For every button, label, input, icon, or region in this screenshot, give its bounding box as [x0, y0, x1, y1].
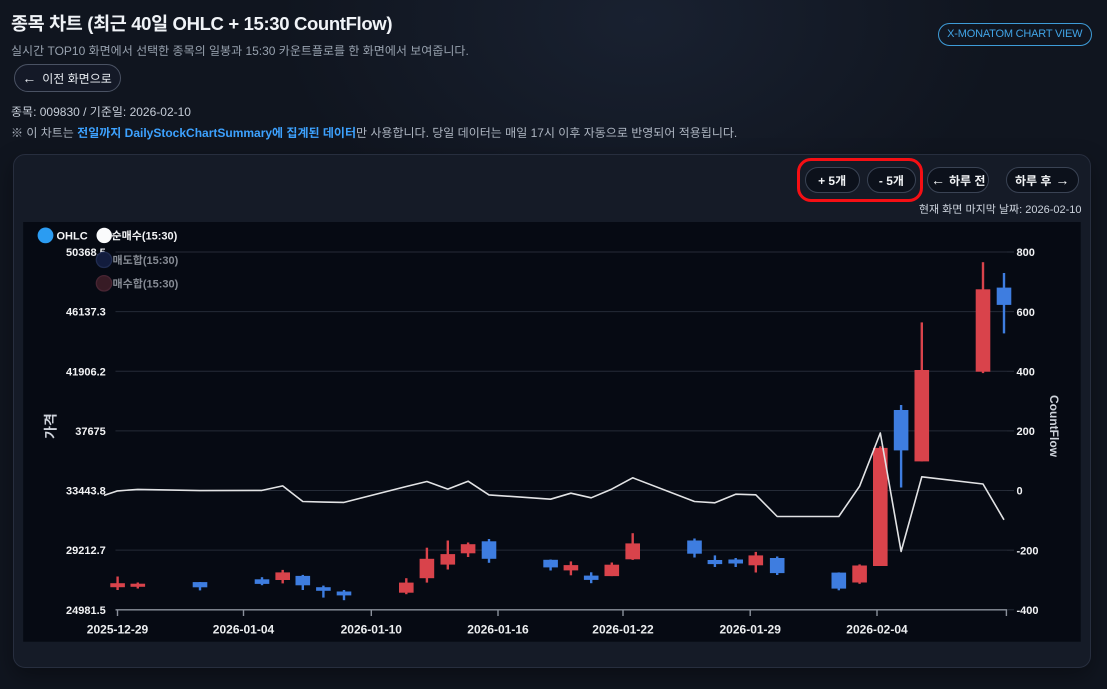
svg-text:CountFlow: CountFlow — [1047, 395, 1061, 458]
svg-text:0: 0 — [1017, 486, 1023, 498]
svg-text:24981.5: 24981.5 — [66, 605, 106, 617]
svg-text:2026-01-16: 2026-01-16 — [467, 623, 529, 637]
svg-text:-400: -400 — [1017, 605, 1039, 617]
svg-text:37675: 37675 — [75, 426, 106, 438]
svg-text:200: 200 — [1017, 426, 1035, 438]
svg-text:50368.5: 50368.5 — [66, 247, 106, 259]
svg-text:가격: 가격 — [42, 413, 58, 439]
svg-text:400: 400 — [1017, 366, 1035, 378]
svg-text:33443.8: 33443.8 — [66, 486, 106, 498]
svg-text:2026-01-04: 2026-01-04 — [213, 623, 275, 637]
svg-text:2026-01-22: 2026-01-22 — [592, 623, 654, 637]
svg-text:매도합(15:30): 매도합(15:30) — [113, 254, 179, 267]
svg-text:매수합(15:30): 매수합(15:30) — [113, 277, 179, 290]
svg-text:2026-02-04: 2026-02-04 — [846, 623, 908, 637]
svg-text:순매수(15:30): 순매수(15:30) — [112, 229, 178, 242]
svg-text:2025-12-29: 2025-12-29 — [87, 623, 149, 637]
svg-text:600: 600 — [1017, 307, 1035, 319]
svg-text:800: 800 — [1017, 247, 1035, 259]
svg-text:46137.3: 46137.3 — [66, 307, 106, 319]
svg-text:OHLC: OHLC — [57, 230, 88, 242]
svg-text:-200: -200 — [1017, 545, 1039, 557]
svg-text:2026-01-29: 2026-01-29 — [720, 623, 782, 637]
svg-text:2026-01-10: 2026-01-10 — [341, 623, 403, 637]
svg-text:41906.2: 41906.2 — [66, 366, 106, 378]
svg-text:29212.7: 29212.7 — [66, 545, 106, 557]
